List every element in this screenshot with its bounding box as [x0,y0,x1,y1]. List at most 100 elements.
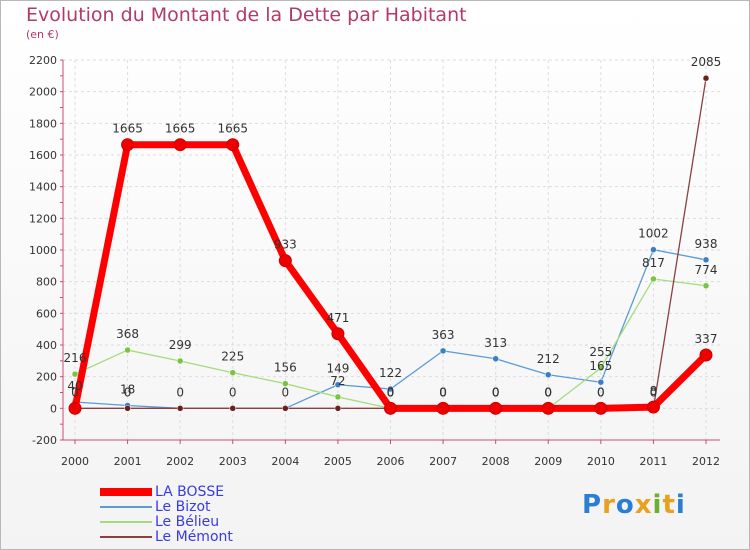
x-tick-label: 2005 [324,455,352,468]
data-label: 471 [326,311,349,325]
data-point [334,405,342,412]
chart-subtitle: (en €) [26,28,59,41]
y-tick-label: 2200 [29,54,57,67]
data-label: 0 [544,385,552,399]
x-tick-label: 2008 [482,455,510,468]
y-tick-label: 1400 [29,181,57,194]
data-label: 0 [176,385,184,399]
x-tick-label: 2011 [639,455,667,468]
x-tick-label: 2001 [114,455,142,468]
x-tick-label: 2002 [166,455,194,468]
legend-swatch-le-belieu [100,521,152,523]
data-point [699,348,713,362]
data-label: 72 [330,374,345,388]
data-label: 0 [597,385,605,399]
data-label: 165 [589,359,612,373]
y-tick-label: 0 [50,402,57,415]
y-tick-label: 1200 [29,212,57,225]
logo-letter: x [634,490,653,520]
data-label: 938 [695,237,718,251]
data-label: 18 [120,382,135,396]
legend-swatch-le-memont [100,536,152,538]
data-point [124,346,131,354]
data-label: 368 [116,327,139,341]
legend-item-le-memont: Le Mémont [100,529,233,545]
legend-label-le-bizot: Le Bizot [155,499,211,515]
x-tick-label: 2006 [377,455,405,468]
data-label: 149 [326,362,349,376]
y-tick-label: 2000 [29,86,57,99]
data-point [229,405,236,412]
data-label: 774 [695,263,718,277]
data-point [278,254,292,268]
proxiti-logo: Proxiti [582,490,686,520]
legend-swatch-la-bosse [100,488,152,496]
data-label: 0 [229,385,237,399]
data-label: 212 [537,352,560,366]
data-label: 933 [274,238,297,252]
data-label: 0 [124,385,132,399]
logo-letter: r [602,490,616,520]
data-label: 1665 [112,122,143,136]
data-label: 216 [64,351,87,365]
legend-item-le-bizot: Le Bizot [100,499,211,515]
data-label: 122 [379,366,402,380]
data-point [331,327,345,341]
data-point [489,401,503,415]
data-label: 0 [387,385,395,399]
data-point [702,256,710,264]
logo-letter: i [675,490,686,520]
y-tick-label: 1600 [29,149,57,162]
data-label: 2085 [691,55,722,69]
y-tick-label: 600 [36,307,57,320]
data-point [597,378,605,386]
x-tick-label: 2012 [692,455,720,468]
data-label: 1002 [638,227,669,241]
data-label: 0 [492,385,500,399]
x-tick-label: 2010 [587,455,615,468]
y-tick-label: 1800 [29,117,57,130]
data-point [226,138,240,152]
data-label: 299 [169,338,192,352]
data-point [650,275,657,283]
data-label: 1665 [165,122,196,136]
data-point [282,380,289,387]
data-point [334,381,342,388]
data-point [176,405,184,412]
data-label: 0 [282,385,290,399]
logo-letter: t [662,490,676,520]
data-label: 0 [71,385,79,399]
data-label: 0 [439,385,447,399]
data-label: 0 [544,385,552,399]
data-label: 40 [67,379,82,393]
data-point [439,347,447,355]
data-label: 0 [387,385,395,399]
legend-swatch-le-bizot [100,506,152,508]
x-tick-label: 2009 [534,455,562,468]
data-point [597,364,605,372]
data-point [384,401,397,415]
data-label: 225 [221,350,244,364]
data-label: 0 [492,385,500,399]
data-point [124,405,131,412]
x-tick-label: 2000 [61,455,89,468]
data-label: 0 [650,385,658,399]
data-label: 0 [439,385,447,399]
legend-item-le-belieu: Le Bélieu [100,514,219,530]
x-tick-label: 2007 [429,455,457,468]
data-point [282,405,289,412]
legend-label-le-belieu: Le Bélieu [155,514,220,530]
data-label: 817 [642,256,665,270]
data-label: 313 [484,336,507,350]
data-label: 0 [544,385,552,399]
y-tick-label: 800 [36,276,57,289]
logo-letter: i [652,490,663,520]
data-label: 1665 [217,122,248,136]
data-label: 255 [589,345,612,359]
data-point [594,401,608,415]
data-label: 156 [274,361,297,375]
data-point [541,401,555,415]
data-point [436,401,450,415]
y-tick-label: 200 [36,371,57,384]
